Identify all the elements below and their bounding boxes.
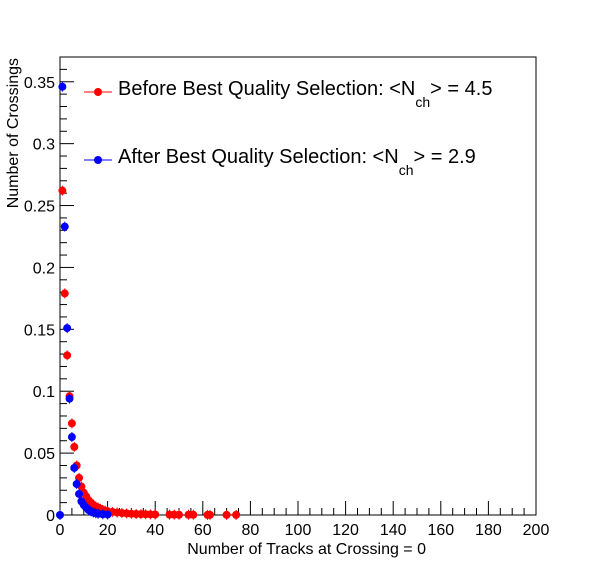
plot-border <box>59 56 537 516</box>
series-after <box>56 81 112 520</box>
legend-label: After Best Quality Selection: <Nch> = 2.… <box>118 146 476 178</box>
data-point <box>151 510 160 519</box>
x-tick-label: 140 <box>380 522 407 539</box>
x-tick-labels: 0 20 40 60 80 100 120 140 160 180 200 <box>56 522 550 539</box>
data-point <box>65 394 74 403</box>
data-point <box>175 510 183 519</box>
legend-marker <box>94 88 102 96</box>
data-points <box>56 81 241 520</box>
legend-label: Before Best Quality Selection: <Nch> = 4… <box>118 78 492 110</box>
data-point <box>67 419 76 428</box>
data-point <box>60 289 69 298</box>
x-tick-label: 120 <box>332 522 359 539</box>
data-point <box>67 433 76 442</box>
data-point <box>63 324 72 333</box>
data-point <box>103 510 112 519</box>
data-point <box>63 351 72 360</box>
legend-entry-before: Before Best Quality Selection: <Nch> = 4… <box>84 78 492 110</box>
y-tick-label: 0.1 <box>33 384 55 401</box>
x-tick-label: 160 <box>427 522 454 539</box>
data-point <box>205 510 214 519</box>
legend-entry-after: After Best Quality Selection: <Nch> = 2.… <box>84 146 476 178</box>
x-tick-label: 0 <box>56 522 65 539</box>
y-tick-label: 0.35 <box>24 75 55 92</box>
data-point <box>58 82 67 91</box>
y-tick-labels: 0 0.05 0.1 0.15 0.2 0.25 0.3 0.35 <box>24 75 55 525</box>
data-point <box>75 489 84 498</box>
data-point <box>72 480 81 489</box>
x-tick-label: 60 <box>194 522 212 539</box>
x-tick-label: 80 <box>242 522 260 539</box>
data-point <box>232 510 241 519</box>
data-point <box>189 510 198 519</box>
x-tick-label: 20 <box>99 522 117 539</box>
data-point <box>70 463 79 472</box>
y-tick-label: 0.15 <box>24 322 55 339</box>
plot-frame <box>59 56 537 516</box>
data-point <box>60 222 69 231</box>
y-axis-title: Number of Crossings <box>5 58 22 208</box>
x-tick-label: 180 <box>475 522 502 539</box>
x-axis-title: Number of Tracks at Crossing = 0 <box>187 541 426 558</box>
axis-ticks <box>59 56 537 516</box>
x-tick-label: 40 <box>146 522 164 539</box>
data-point <box>56 511 64 519</box>
legend: Before Best Quality Selection: <Nch> = 4… <box>84 78 492 178</box>
y-tick-label: 0 <box>46 508 55 525</box>
y-tick-label: 0.25 <box>24 199 55 216</box>
y-tick-label: 0.3 <box>33 137 55 154</box>
data-point <box>58 186 67 195</box>
y-tick-label: 0.2 <box>33 260 55 277</box>
series-before <box>58 185 241 520</box>
x-tick-label: 100 <box>285 522 312 539</box>
legend-marker <box>94 156 102 164</box>
x-tick-label: 200 <box>523 522 550 539</box>
data-point <box>222 510 231 519</box>
data-point <box>70 442 79 451</box>
y-tick-label: 0.05 <box>24 446 55 463</box>
